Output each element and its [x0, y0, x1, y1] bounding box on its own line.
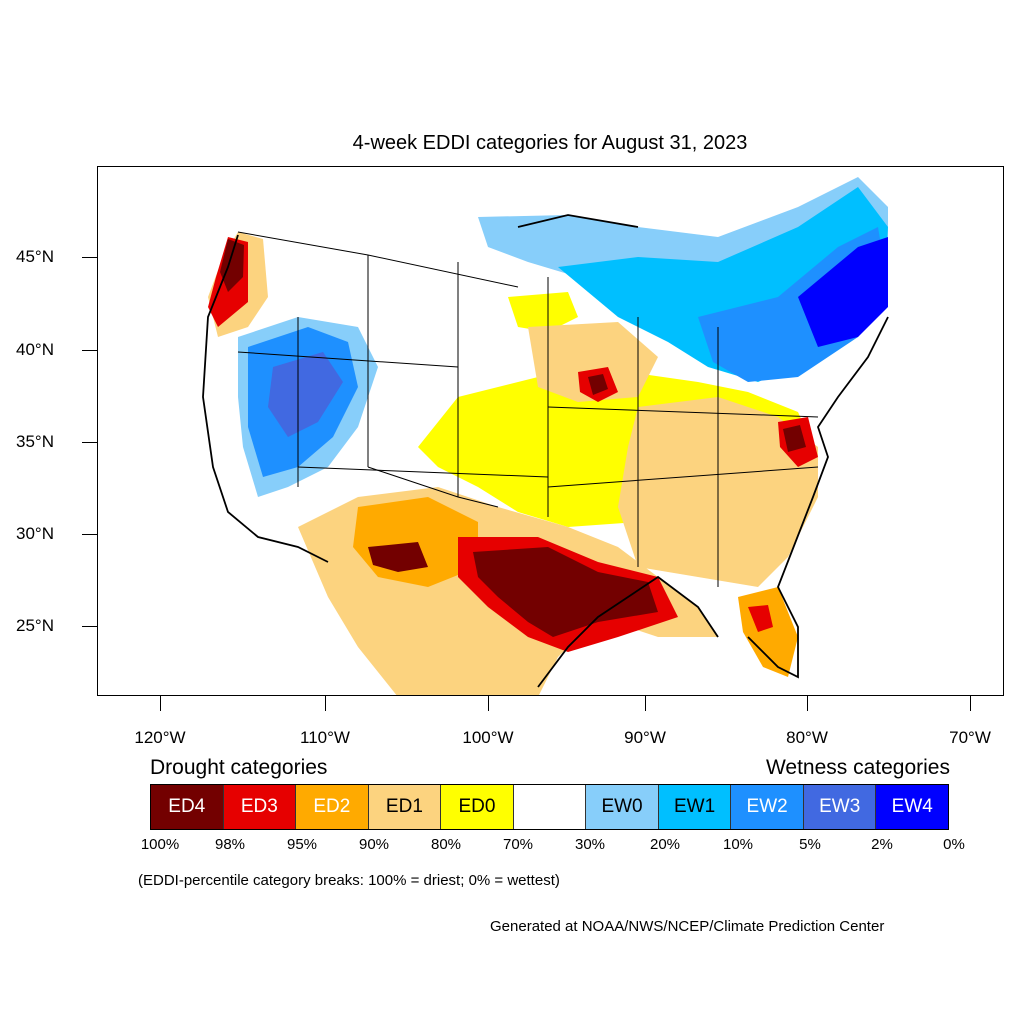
- wetness-categories-heading: Wetness categories: [765, 756, 950, 779]
- nm-ed4: [368, 542, 428, 572]
- percentile-label: 2%: [871, 836, 893, 853]
- percentile-label: 20%: [649, 836, 681, 853]
- category-breaks-footnote: (EDDI-percentile category breaks: 100% =…: [138, 872, 560, 889]
- map-title: 4-week EDDI categories for August 31, 20…: [352, 132, 748, 154]
- legend-box-ew2: EW2: [731, 785, 804, 829]
- legend-box-ed2: ED2: [296, 785, 369, 829]
- percentile-label: 0%: [943, 836, 965, 853]
- florida-ed2: [738, 587, 798, 677]
- legend-box-ew3: EW3: [803, 785, 877, 829]
- great-basin-wet-core: [268, 352, 343, 437]
- lon-label-110w: 110°W: [300, 728, 350, 747]
- lon-tick: [970, 696, 971, 711]
- pacific-nw-extreme: [220, 239, 244, 292]
- eddi-map: [202, 177, 889, 695]
- legend-box-ed4: ED4: [151, 785, 224, 829]
- lat-label-25: 25°N: [16, 616, 54, 635]
- legend-box-ed1: ED1: [368, 785, 442, 829]
- lon-tick: [325, 696, 326, 711]
- florida-ed3: [748, 605, 773, 632]
- lat-label-30: 30°N: [16, 524, 54, 543]
- lat-tick: [82, 442, 97, 443]
- lat-label-40: 40°N: [16, 340, 54, 359]
- state-borders: [237, 231, 819, 587]
- lon-tick: [645, 696, 646, 711]
- percentile-label: 5%: [799, 836, 821, 853]
- lon-label-80w: 80°W: [786, 728, 828, 747]
- northeast-wet-extreme: [798, 237, 888, 347]
- northern-plains-ed0: [508, 292, 578, 332]
- lat-label-35: 35°N: [16, 432, 54, 451]
- percentile-label: 95%: [286, 836, 318, 853]
- legend-box-ed3: ED3: [223, 785, 297, 829]
- midwest-ed1: [528, 322, 658, 402]
- lon-tick: [160, 696, 161, 711]
- percentile-label: 30%: [574, 836, 606, 853]
- lat-tick: [82, 534, 97, 535]
- lon-label-100w: 100°W: [462, 728, 514, 747]
- map-panel: [97, 166, 1004, 696]
- percentile-label: 100%: [140, 836, 180, 853]
- carolina-ed4: [783, 425, 806, 452]
- source-credit: Generated at NOAA/NWS/NCEP/Climate Predi…: [490, 918, 885, 935]
- lat-tick: [82, 257, 97, 258]
- percentile-label: 10%: [722, 836, 754, 853]
- legend-box-ed0: ED0: [441, 785, 514, 829]
- percentile-label: 98%: [214, 836, 246, 853]
- legend-box-ew1: EW1: [658, 785, 732, 829]
- drought-categories-heading: Drought categories: [150, 756, 328, 779]
- legend-box-ew0: EW0: [586, 785, 659, 829]
- lat-tick: [82, 350, 97, 351]
- lon-tick: [807, 696, 808, 711]
- legend-box-neutral: [513, 785, 587, 829]
- texas-ed4: [473, 547, 658, 637]
- lon-label-90w: 90°W: [624, 728, 666, 747]
- legend-colorbar: ED4 ED3 ED2 ED1 ED0 EW0 EW1 EW2 EW3 EW4: [150, 784, 949, 830]
- percentile-label: 70%: [502, 836, 534, 853]
- lat-label-45: 45°N: [16, 247, 54, 266]
- percentile-label: 80%: [430, 836, 462, 853]
- coastlines: [202, 214, 889, 688]
- legend-box-ew4: EW4: [876, 785, 949, 829]
- iowa-core: [588, 374, 608, 395]
- percentile-label: 90%: [358, 836, 390, 853]
- lon-label-120w: 120°W: [134, 728, 186, 747]
- lon-tick: [488, 696, 489, 711]
- lat-tick: [82, 626, 97, 627]
- lon-label-70w: 70°W: [949, 728, 991, 747]
